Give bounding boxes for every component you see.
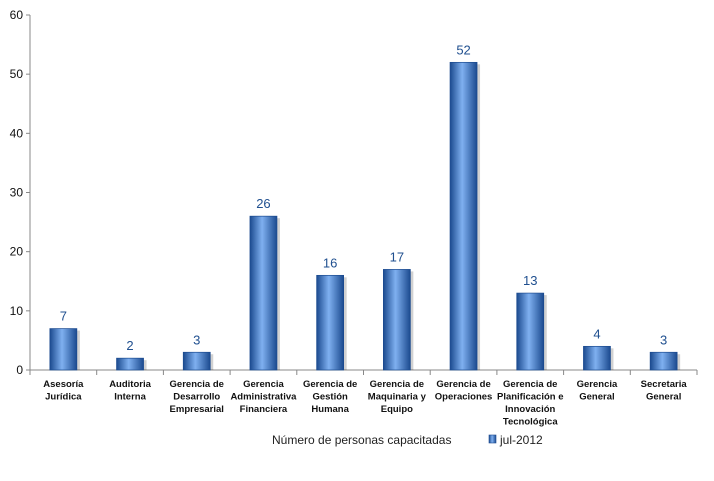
bar [249,215,278,371]
legend-label: jul-2012 [499,433,543,447]
bar [583,345,611,371]
category-label: Gerencia de Desarrollo Empresarial [170,379,224,415]
category-label-line: Administrativa [230,392,297,403]
bar [49,328,78,371]
category-label-line: Desarrollo [173,392,220,403]
category-label-line: Gerencia de [370,379,424,390]
category-label-line: Asesoría [43,379,84,390]
data-label: 3 [660,332,667,347]
category-label: Secretaria General [641,379,688,403]
data-label: 3 [193,332,200,347]
data-label: 26 [256,196,270,211]
category-label-line: Humana [311,404,349,415]
category-label: Gerencia Administrativa Financiera [230,379,297,415]
category-label-line: Jurídica [45,392,82,403]
category-label: Gerencia de Gestión Humana [303,379,357,415]
bar [649,351,678,371]
y-tick-label: 0 [16,363,23,377]
bar [516,292,545,371]
category-label-line: Empresarial [170,404,224,415]
data-label: 13 [523,273,537,288]
data-label: 52 [456,42,470,57]
y-tick-label: 50 [10,67,24,81]
category-label-line: Tecnológica [503,417,558,428]
y-tick-label: 30 [10,186,24,200]
bar [182,351,211,371]
x-axis-title: Número de personas capacitadas [272,433,451,447]
data-label: 17 [390,249,404,264]
category-label-line: Gerencia de [303,379,357,390]
category-label-line: General [646,392,681,403]
y-tick-label: 40 [10,126,24,140]
category-label-line: Maquinaria y [368,392,427,403]
bar [116,357,144,371]
category-label-line: Planificación e [497,392,564,403]
legend: Número de personas capacitadas jul-2012 [272,433,543,447]
data-label: 4 [593,326,600,341]
category-label-line: Financiera [240,404,288,415]
y-tick-label: 20 [10,245,24,259]
axes: 0 10 20 30 40 50 60 [10,8,698,377]
bar [449,61,478,371]
y-tick-label: 10 [10,304,24,318]
category-label-line: Equipo [381,404,413,415]
data-label: 2 [126,338,133,353]
category-label-line: Gerencia de [503,379,557,390]
bars [49,61,681,371]
category-label: Gerencia General [577,379,618,403]
data-label: 7 [60,309,67,324]
category-label-line: Gestión [312,392,348,403]
category-label-line: Innovación [505,404,555,415]
category-label-line: Auditoria [109,379,151,390]
bar [383,269,411,371]
category-label: Asesoría Jurídica [43,379,84,403]
category-label: Auditoria Interna [109,379,151,403]
bar [316,274,344,371]
category-label-line: Gerencia de [170,379,224,390]
category-label-line: Interna [114,392,146,403]
data-label: 16 [323,255,337,270]
category-label-line: Gerencia [243,379,284,390]
category-label-line: Gerencia [577,379,618,390]
category-label-line: Secretaria [641,379,688,390]
y-tick-label: 60 [10,8,24,22]
legend-swatch [488,434,497,444]
category-label-line: Operaciones [435,392,493,403]
category-label-line: Gerencia de [436,379,490,390]
category-label-line: General [579,392,614,403]
category-label: Gerencia de Operaciones [435,379,493,403]
category-label: Gerencia de Planificación e Innovación Tecn… [497,379,564,428]
labels: 7 Asesoría Jurídica 2 Auditoria Interna 3 Geren… [43,42,687,427]
category-label: Gerencia de Maquinaria y Equipo [368,379,427,415]
